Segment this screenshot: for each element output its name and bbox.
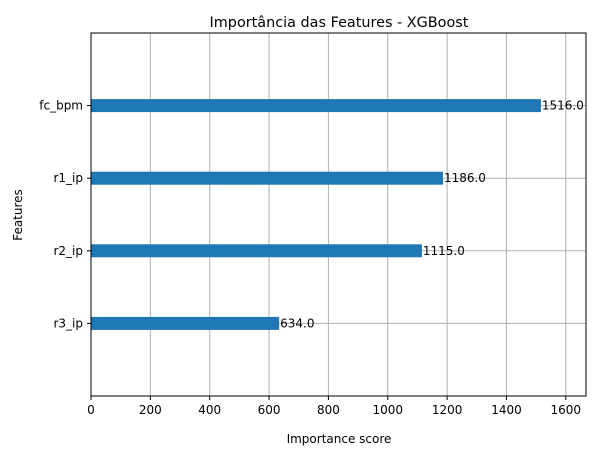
x-tick-label: 1200 (432, 403, 463, 417)
y-axis-label: Features (11, 189, 25, 241)
y-axis-ticks: fc_bpm r1_ip r2_ip r3_ip (39, 99, 91, 330)
bar-r3_ip (91, 316, 280, 330)
x-axis-ticks: 0 200 400 600 800 1000 1200 1400 1600 (87, 396, 581, 417)
y-tick-label: r1_ip (53, 171, 83, 185)
bars (91, 99, 541, 330)
x-tick-label: 1600 (551, 403, 582, 417)
x-tick-label: 0 (87, 403, 95, 417)
y-tick-label: r3_ip (53, 316, 83, 330)
bar-fc_bpm (91, 99, 541, 113)
chart-title: Importância das Features - XGBoost (210, 15, 469, 31)
x-tick-label: 600 (258, 403, 281, 417)
axes-frame (90, 32, 587, 397)
value-label-r1_ip: 1186.0 (444, 171, 486, 185)
x-tick-label: 800 (317, 403, 340, 417)
value-labels: 1516.0 1186.0 1115.0 634.0 (280, 99, 584, 331)
x-axis-label: Importance score (287, 432, 392, 446)
value-label-r3_ip: 634.0 (280, 316, 314, 330)
y-tick-label: r2_ip (53, 244, 83, 258)
x-tick-label: 1000 (372, 403, 403, 417)
x-tick-label: 1400 (491, 403, 522, 417)
value-label-fc_bpm: 1516.0 (542, 99, 584, 113)
bar-r2_ip (91, 244, 422, 258)
x-tick-label: 200 (139, 403, 162, 417)
value-label-r2_ip: 1115.0 (423, 244, 465, 258)
x-tick-label: 400 (198, 403, 221, 417)
bar-r1_ip (91, 171, 443, 185)
y-tick-label: fc_bpm (39, 99, 83, 113)
